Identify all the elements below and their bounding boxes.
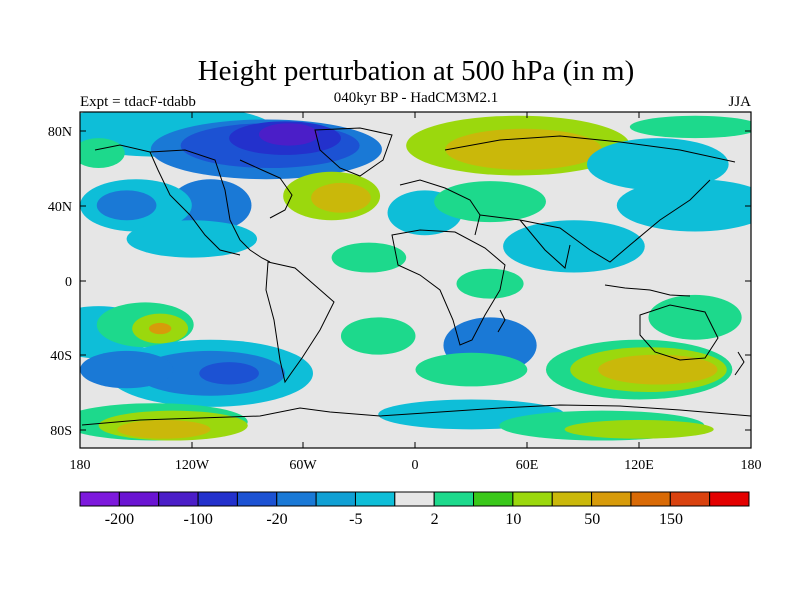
- colorbar-swatch: [315, 491, 356, 507]
- colorbar-label: -100: [184, 511, 213, 528]
- field-region: [456, 268, 524, 299]
- colorbar-swatch: [354, 491, 396, 507]
- experiment-label: Expt = tdacF-tdabb: [80, 94, 196, 110]
- colorbar-swatch: [709, 491, 750, 507]
- colorbar-swatch: [276, 491, 317, 507]
- field-region: [340, 317, 416, 355]
- field-region: [80, 350, 174, 389]
- colorbar-swatch: [433, 491, 475, 507]
- field-region: [616, 179, 751, 232]
- lon-label-120w: 120W: [175, 458, 210, 473]
- field-region: [331, 242, 407, 273]
- field-region: [199, 362, 259, 385]
- field-region: [126, 220, 258, 258]
- height-field: [80, 112, 751, 448]
- colorbar-swatch: [669, 491, 711, 507]
- colorbar-swatch: [394, 491, 435, 507]
- field-region: [169, 179, 252, 232]
- lat-label-80s: 80S: [50, 424, 72, 439]
- field-region: [80, 138, 125, 168]
- colorbar-labels: -200 -100 -20 -5 2 10 50 150: [105, 511, 683, 528]
- colorbar-label: 150: [659, 511, 683, 528]
- colorbar: [79, 491, 750, 507]
- colorbar-swatch: [236, 491, 278, 507]
- field-region: [503, 220, 645, 273]
- colorbar-label: 50: [584, 511, 600, 528]
- colorbar-swatch: [158, 491, 199, 507]
- colorbar-label: -200: [105, 511, 134, 528]
- map-subtitle: 040kyr BP - HadCM3M2.1: [334, 90, 498, 106]
- colorbar-swatch: [473, 491, 514, 507]
- field-region: [148, 322, 172, 335]
- lon-label-60e: 60E: [516, 458, 539, 473]
- colorbar-label: 10: [505, 511, 521, 528]
- field-region: [311, 182, 371, 213]
- season-label: JJA: [728, 94, 751, 110]
- lat-label-40n: 40N: [48, 200, 72, 215]
- lon-label-180e: 180: [741, 458, 762, 473]
- lat-label-0: 0: [65, 275, 72, 290]
- colorbar-swatch: [591, 491, 632, 507]
- colorbar-swatch: [630, 491, 671, 507]
- coastlines: [81, 127, 751, 426]
- lon-label-120e: 120E: [624, 458, 654, 473]
- colorbar-swatch: [118, 491, 160, 507]
- field-region: [445, 128, 602, 170]
- field-region: [117, 420, 211, 439]
- field-region: [586, 138, 729, 191]
- colorbar-label: -20: [266, 511, 287, 528]
- field-region: [415, 352, 528, 387]
- colorbar-swatch: [197, 491, 238, 507]
- field-region: [598, 354, 718, 385]
- axis-tick-marks: [79, 112, 752, 448]
- colorbar-label: -5: [349, 511, 362, 528]
- field-region: [96, 190, 157, 221]
- field-region: [258, 123, 319, 146]
- colorbar-label: 2: [431, 511, 439, 528]
- field-region: [434, 181, 546, 223]
- lon-label-180w: 180: [70, 458, 91, 473]
- field-region: [629, 115, 751, 139]
- colorbar-swatch: [79, 491, 120, 507]
- lon-label-60w: 60W: [289, 458, 317, 473]
- colorbar-swatch: [512, 491, 553, 507]
- field-region: [648, 294, 742, 340]
- lon-label-0: 0: [412, 458, 419, 473]
- colorbar-swatch: [551, 491, 593, 507]
- map-title: Height perturbation at 500 hPa (in m): [198, 55, 635, 87]
- field-region: [564, 420, 714, 439]
- lat-label-40s: 40S: [50, 349, 72, 364]
- lat-label-80n: 80N: [48, 125, 72, 140]
